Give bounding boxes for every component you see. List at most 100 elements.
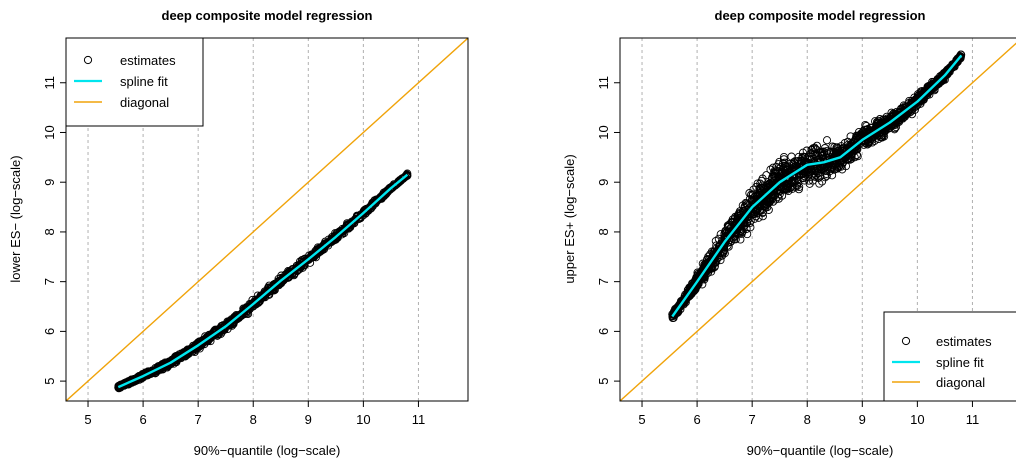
right-estimate-point xyxy=(758,174,767,183)
left-estimate-point xyxy=(395,178,404,187)
right-estimate-point xyxy=(776,178,786,187)
right-estimate-point xyxy=(670,310,679,319)
right-estimate-point xyxy=(746,206,755,215)
left-plot-frame xyxy=(65,37,469,402)
right-estimate-point xyxy=(749,196,758,205)
left-estimate-point xyxy=(263,288,272,297)
right-estimate-point xyxy=(841,162,851,171)
left-y-tick-label: 7 xyxy=(42,278,57,285)
right-legend-estimates-marker xyxy=(901,336,911,346)
right-diagonal-layer xyxy=(620,42,1016,401)
left-legend-estimates-marker xyxy=(83,55,93,65)
right-y-tick-label: 8 xyxy=(596,228,611,235)
right-x-tick-label: 9 xyxy=(859,412,866,427)
left-estimate-point xyxy=(381,190,390,199)
right-estimate-point xyxy=(775,157,784,166)
right-estimate-point xyxy=(851,134,860,143)
left-x-tick-label: 8 xyxy=(250,412,257,427)
right-estimate-point xyxy=(811,166,820,176)
right-estimate-point xyxy=(885,124,894,133)
right-estimate-point xyxy=(798,148,808,157)
left-estimate-point xyxy=(402,170,411,179)
right-estimate-point xyxy=(818,177,827,186)
left-estimate-point xyxy=(339,226,348,235)
right-diagonal-line xyxy=(620,42,1016,401)
left-spline-line xyxy=(117,173,409,389)
right-estimate-point xyxy=(798,152,807,161)
right-estimate-point xyxy=(787,182,796,191)
left-estimate-point xyxy=(175,353,184,362)
left-estimate-point xyxy=(350,215,359,224)
right-y-tick-label: 6 xyxy=(596,328,611,335)
left-estimate-point xyxy=(116,383,125,392)
left-estimate-point xyxy=(326,237,335,246)
right-x-tick-label: 8 xyxy=(804,412,811,427)
left-estimate-point xyxy=(115,382,124,391)
right-estimate-point xyxy=(946,64,955,73)
left-chart-title: deep composite model regression xyxy=(162,8,373,23)
right-estimate-point xyxy=(832,143,841,152)
left-estimate-point xyxy=(186,345,195,354)
right-estimate-point xyxy=(846,132,855,141)
right-estimate-point xyxy=(766,165,775,174)
right-estimate-point xyxy=(853,145,862,154)
right-estimate-point xyxy=(900,107,909,117)
right-estimate-point xyxy=(795,182,804,192)
right-estimate-point xyxy=(925,87,934,96)
right-estimate-point xyxy=(943,66,952,75)
left-legend-diagonal-label: diagonal xyxy=(120,95,169,110)
left-y-axis: 5 6 7 8 9 10 11 xyxy=(42,76,66,385)
right-estimate-point xyxy=(749,190,758,199)
right-estimate-point xyxy=(806,149,815,158)
right-estimate-point xyxy=(787,164,796,173)
right-estimate-point xyxy=(845,145,854,154)
left-estimate-point xyxy=(304,255,313,264)
right-chart-title: deep composite model regression xyxy=(715,8,926,23)
left-x-axis-label: 90%−quantile (log−scale) xyxy=(194,443,341,458)
left-estimate-point xyxy=(362,207,372,216)
right-estimate-point xyxy=(778,176,787,185)
right-estimate-point xyxy=(721,227,730,236)
right-estimates-points xyxy=(668,50,966,323)
left-y-tick-label: 5 xyxy=(42,377,57,384)
right-x-axis-label: 90%−quantile (log−scale) xyxy=(747,443,894,458)
right-estimate-point xyxy=(930,82,939,92)
right-estimate-point xyxy=(833,144,842,153)
right-estimate-point xyxy=(743,230,752,239)
right-estimate-point xyxy=(793,175,802,184)
right-x-tick-label: 10 xyxy=(910,412,924,427)
left-estimate-point xyxy=(118,381,127,390)
right-estimate-point xyxy=(831,148,840,157)
right-estimate-point xyxy=(843,140,853,149)
right-estimate-point xyxy=(951,59,960,68)
right-estimate-point xyxy=(816,172,825,181)
right-estimate-point xyxy=(724,242,733,251)
left-legend: estimates spline fit diagonal xyxy=(65,37,204,127)
right-y-tick-label: 9 xyxy=(596,179,611,186)
right-estimate-point xyxy=(678,296,687,305)
right-estimate-point xyxy=(792,180,801,189)
right-estimate-point xyxy=(764,182,773,191)
right-estimate-point xyxy=(920,91,929,100)
left-y-tick-label: 11 xyxy=(42,76,57,90)
left-y-tick-label: 10 xyxy=(42,125,57,139)
right-spline-line xyxy=(671,54,963,318)
right-estimate-point xyxy=(755,206,764,215)
right-estimate-point xyxy=(886,112,895,121)
right-panel: deep composite model regression 5 6 7 8 9 10 1… xyxy=(562,8,1016,458)
left-estimate-point xyxy=(246,302,255,311)
right-estimate-point xyxy=(852,133,861,142)
right-estimate-point xyxy=(671,308,680,317)
right-estimate-point xyxy=(836,158,845,167)
right-estimate-point xyxy=(799,169,808,178)
right-y-axis: 5 6 7 8 9 10 11 xyxy=(596,76,620,385)
left-estimate-point xyxy=(255,293,264,302)
left-diagonal-layer xyxy=(66,38,468,401)
right-x-tick-label: 5 xyxy=(638,412,645,427)
left-estimate-point xyxy=(273,279,283,288)
right-estimate-point xyxy=(852,150,861,159)
right-estimate-point xyxy=(810,172,819,181)
right-estimate-point xyxy=(784,186,793,196)
right-estimate-point xyxy=(763,197,772,206)
